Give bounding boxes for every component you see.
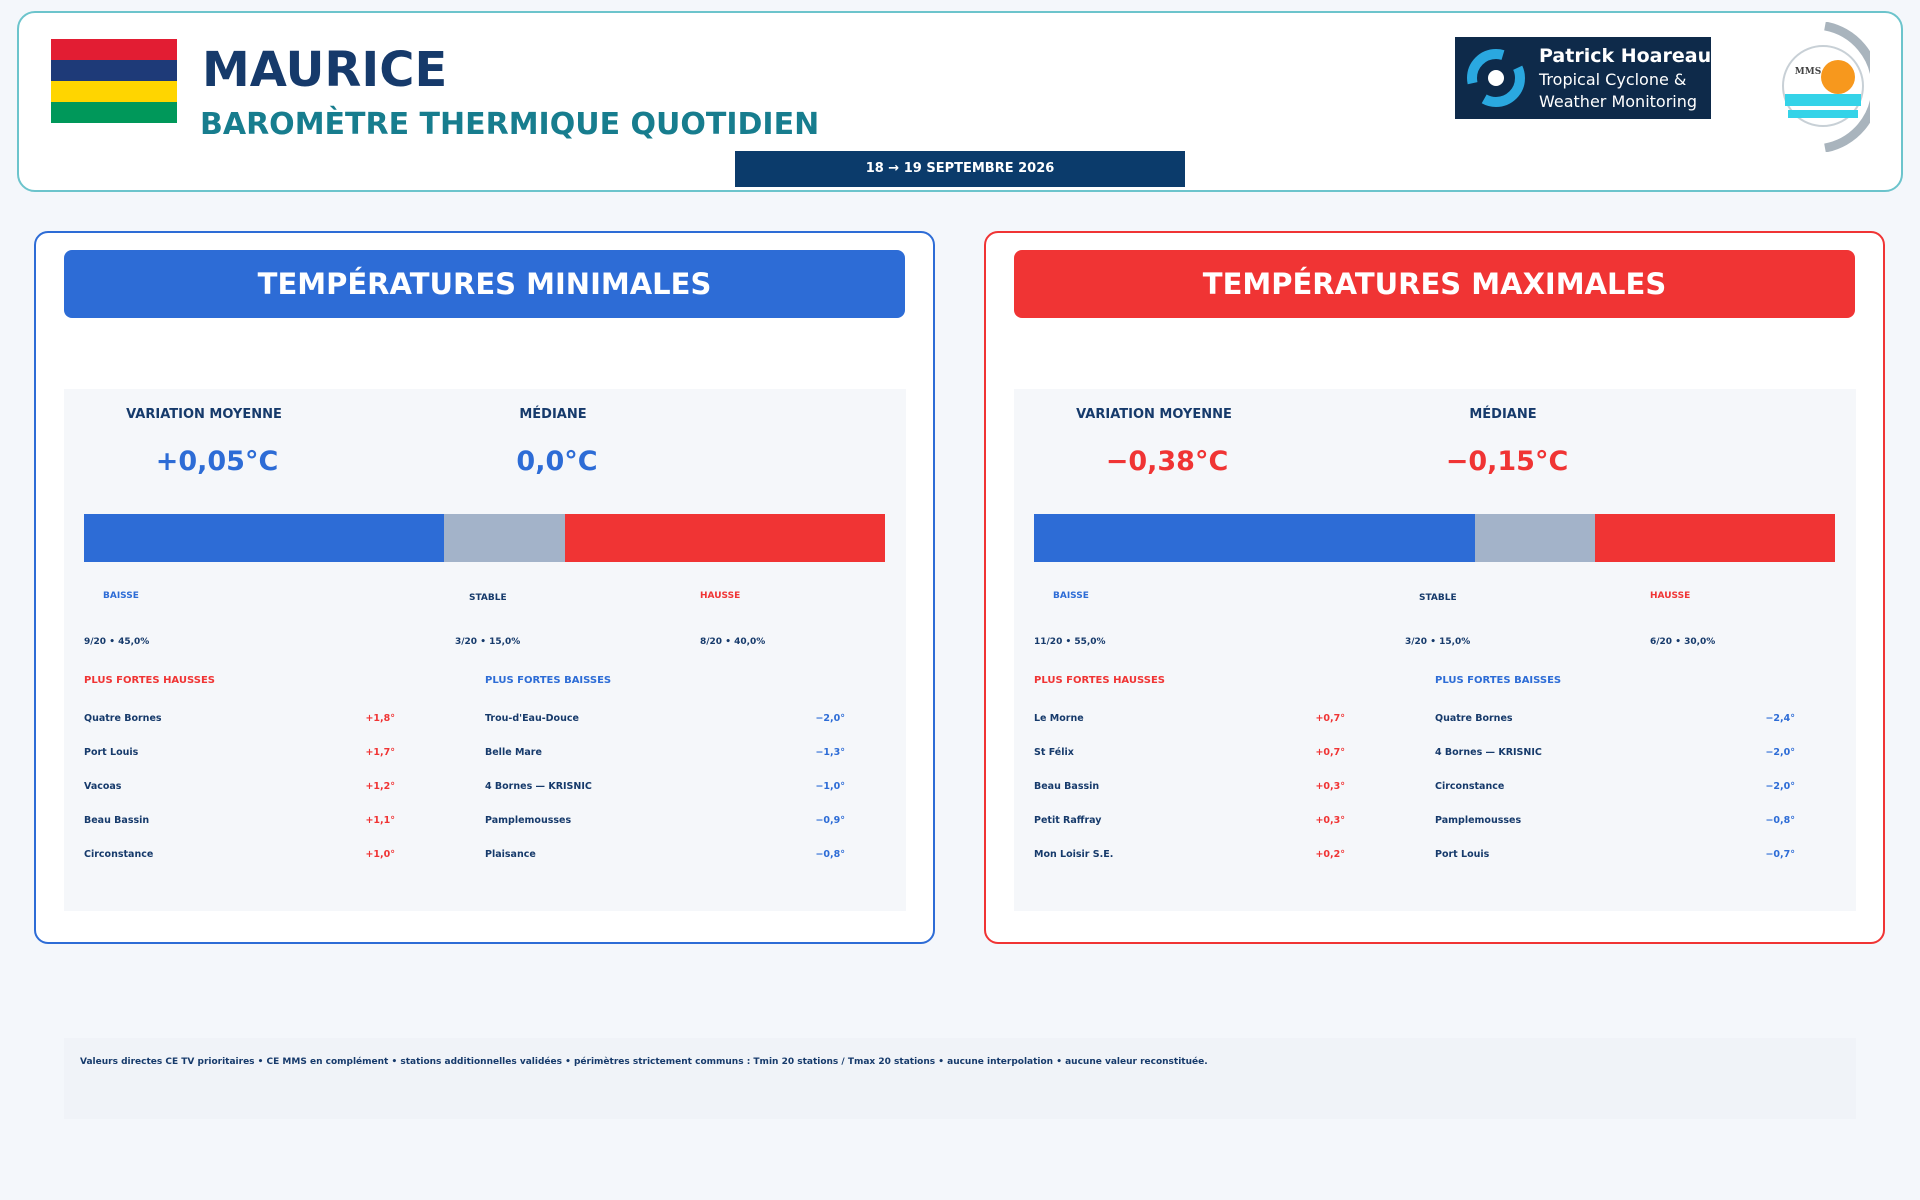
panel-body <box>64 389 906 911</box>
station-value: −0,8° <box>1765 815 1795 826</box>
footer-note: Valeurs directes CE TV prioritaires • CE… <box>80 1057 1208 1067</box>
panel-title: TEMPÉRATURES MINIMALES <box>64 250 905 318</box>
station-value: +0,7° <box>1315 747 1345 758</box>
panel-title: TEMPÉRATURES MAXIMALES <box>1014 250 1855 318</box>
distribution-label: HAUSSE <box>1650 591 1691 601</box>
station-name: Quatre Bornes <box>1435 713 1513 724</box>
mms-text: MMS <box>1795 67 1821 77</box>
stat-value: −0,38°C <box>1105 446 1229 477</box>
stat-value: +0,05°C <box>155 446 279 477</box>
distribution-label: BAISSE <box>103 591 139 601</box>
station-value: +0,3° <box>1315 815 1345 826</box>
station-value: −0,9° <box>815 815 845 826</box>
distribution-segment <box>1594 514 1835 562</box>
stat-label: MÉDIANE <box>1469 407 1537 422</box>
station-value: +1,7° <box>365 747 395 758</box>
logo-line: Tropical Cyclone & <box>1539 70 1687 89</box>
station-value: +0,2° <box>1315 849 1345 860</box>
station-value: −2,4° <box>1765 713 1795 724</box>
station-name: St Félix <box>1034 747 1074 758</box>
station-value: −0,8° <box>815 849 845 860</box>
distribution-count: 3/20 • 15,0% <box>1405 637 1471 647</box>
date-banner: 18 → 19 SEPTEMBRE 2026 <box>735 151 1185 187</box>
distribution-count: 3/20 • 15,0% <box>455 637 521 647</box>
station-name: Beau Bassin <box>1034 781 1100 792</box>
station-name: 4 Bornes — KRISNIC <box>1435 747 1542 758</box>
station-value: −2,0° <box>1765 747 1795 758</box>
distribution-count: 8/20 • 40,0% <box>700 637 766 647</box>
station-value: +1,8° <box>365 713 395 724</box>
list-title: PLUS FORTES HAUSSES <box>84 675 215 686</box>
mms-logo: MMS <box>1782 22 1870 152</box>
logo-line: Weather Monitoring <box>1539 92 1698 111</box>
distribution-label: STABLE <box>1419 593 1457 603</box>
station-name: Plaisance <box>485 849 536 860</box>
stat-label: VARIATION MOYENNE <box>1076 407 1232 422</box>
distribution-count: 6/20 • 30,0% <box>1650 637 1716 647</box>
footer-box <box>64 1038 1856 1119</box>
distribution-segment <box>444 514 565 562</box>
station-name: Beau Bassin <box>84 815 150 826</box>
station-name: Mon Loisir S.E. <box>1034 849 1114 860</box>
list-title: PLUS FORTES BAISSES <box>485 675 612 686</box>
partner-logo: Patrick Hoareau Tropical Cyclone & Weath… <box>1455 37 1711 119</box>
distribution-segment <box>84 514 445 562</box>
station-name: Circonstance <box>1435 781 1505 792</box>
distribution-segment <box>564 514 885 562</box>
distribution-segment <box>1034 514 1475 562</box>
station-name: Pamplemousses <box>485 815 572 826</box>
station-value: −2,0° <box>815 713 845 724</box>
station-value: +1,0° <box>365 849 395 860</box>
station-name: Quatre Bornes <box>84 713 162 724</box>
list-title: PLUS FORTES BAISSES <box>1435 675 1562 686</box>
station-value: +0,7° <box>1315 713 1345 724</box>
distribution-segment <box>1474 514 1595 562</box>
stat-value: −0,15°C <box>1445 446 1569 477</box>
stat-label: VARIATION MOYENNE <box>126 407 282 422</box>
station-value: +1,2° <box>365 781 395 792</box>
station-value: +0,3° <box>1315 781 1345 792</box>
station-value: −1,3° <box>815 747 845 758</box>
station-name: Trou-d'Eau-Douce <box>485 713 579 724</box>
distribution-label: BAISSE <box>1053 591 1089 601</box>
station-name: Pamplemousses <box>1435 815 1522 826</box>
title: MAURICE <box>202 42 448 98</box>
logo-line: Patrick Hoareau <box>1539 45 1712 67</box>
station-name: Circonstance <box>84 849 154 860</box>
flag <box>51 39 177 123</box>
distribution-label: HAUSSE <box>700 591 741 601</box>
station-name: Port Louis <box>84 747 139 758</box>
station-name: 4 Bornes — KRISNIC <box>485 781 592 792</box>
panel-body <box>1014 389 1856 911</box>
logo-icon <box>1467 49 1525 107</box>
distribution-label: STABLE <box>469 593 507 603</box>
stat-value: 0,0°C <box>516 446 598 477</box>
station-name: Vacoas <box>84 781 122 792</box>
distribution-count: 9/20 • 45,0% <box>84 637 150 647</box>
subtitle: BAROMÈTRE THERMIQUE QUOTIDIEN <box>200 107 820 142</box>
station-value: −1,0° <box>815 781 845 792</box>
station-value: −0,7° <box>1765 849 1795 860</box>
station-value: −2,0° <box>1765 781 1795 792</box>
station-name: Port Louis <box>1435 849 1490 860</box>
station-value: +1,1° <box>365 815 395 826</box>
station-name: Petit Raffray <box>1034 815 1102 826</box>
list-title: PLUS FORTES HAUSSES <box>1034 675 1165 686</box>
distribution-count: 11/20 • 55,0% <box>1034 637 1106 647</box>
station-name: Belle Mare <box>485 747 542 758</box>
station-name: Le Morne <box>1034 713 1084 724</box>
stat-label: MÉDIANE <box>519 407 587 422</box>
